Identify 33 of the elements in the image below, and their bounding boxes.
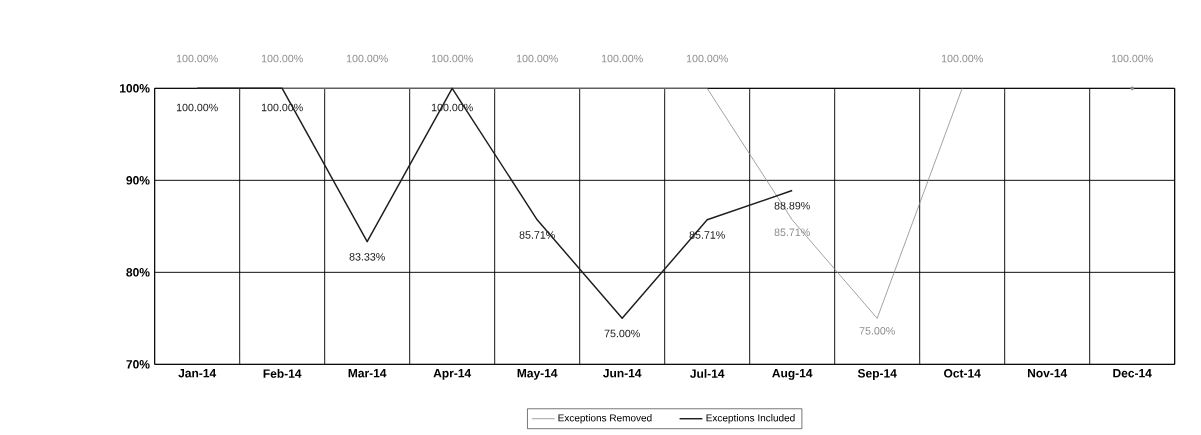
legend-label: Exceptions Included — [706, 414, 795, 424]
x-tick-label: May-14 — [517, 369, 558, 380]
x-tick-label: Jun-14 — [603, 369, 642, 378]
data-label: 100.00% — [686, 54, 728, 63]
y-tick-label: 90% — [126, 176, 150, 185]
data-label: 100.00% — [176, 54, 218, 63]
data-label: 85.71% — [774, 228, 810, 237]
data-label: 88.89% — [774, 201, 810, 210]
data-label: 75.00% — [604, 329, 640, 338]
x-tick-label: Aug-14 — [772, 369, 813, 380]
y-tick-label: 70% — [126, 360, 150, 369]
data-label: 100.00% — [516, 54, 558, 63]
data-label: 100.00% — [346, 54, 388, 63]
data-label: 100.00% — [941, 54, 983, 63]
data-label: 100.00% — [1111, 54, 1153, 63]
data-label: 100.00% — [176, 103, 218, 112]
y-tick-label: 80% — [126, 268, 150, 277]
x-tick-label: Jul-14 — [690, 369, 725, 378]
legend-label: Exceptions Removed — [558, 414, 652, 424]
data-label: 100.00% — [261, 54, 303, 63]
x-tick-label: Dec-14 — [1113, 369, 1152, 378]
data-label: 75.00% — [859, 327, 895, 335]
x-tick-label: Jan-14 — [178, 369, 217, 378]
x-tick-label: Feb-14 — [263, 369, 302, 378]
x-tick-label: Mar-14 — [348, 369, 387, 378]
x-tick-label: Nov-14 — [1027, 369, 1068, 378]
y-tick-label: 100% — [120, 84, 150, 93]
x-tick-label: Sep-14 — [857, 369, 897, 380]
data-label: 83.33% — [349, 253, 385, 261]
data-label: 100.00% — [601, 54, 643, 63]
x-tick-label: Apr-14 — [433, 369, 472, 380]
x-tick-label: Oct-14 — [944, 369, 981, 378]
data-label: 100.00% — [431, 54, 473, 63]
